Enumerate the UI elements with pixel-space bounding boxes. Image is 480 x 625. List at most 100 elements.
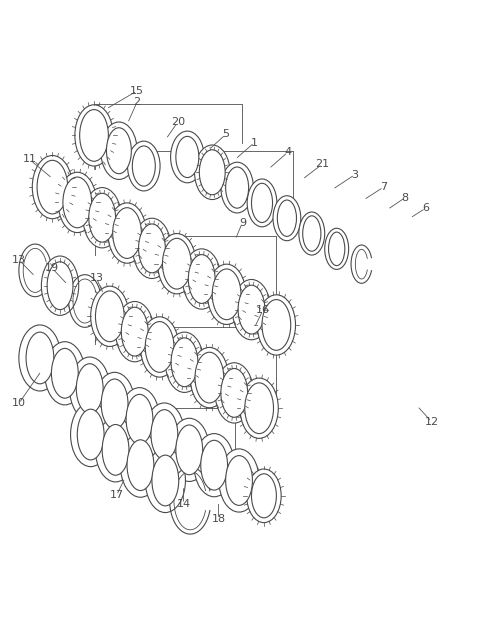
- Ellipse shape: [145, 322, 174, 372]
- Text: 12: 12: [424, 417, 439, 427]
- Text: 7: 7: [380, 182, 387, 192]
- Ellipse shape: [107, 127, 132, 174]
- Ellipse shape: [207, 264, 246, 324]
- Ellipse shape: [127, 440, 154, 491]
- Ellipse shape: [190, 348, 228, 408]
- Text: 19: 19: [45, 264, 60, 274]
- Text: 18: 18: [211, 514, 226, 524]
- Ellipse shape: [41, 256, 79, 316]
- Ellipse shape: [252, 474, 276, 518]
- Ellipse shape: [102, 424, 129, 475]
- Ellipse shape: [144, 403, 184, 466]
- Ellipse shape: [70, 357, 110, 420]
- Text: 21: 21: [315, 159, 329, 169]
- Ellipse shape: [299, 212, 324, 255]
- Ellipse shape: [324, 228, 348, 269]
- Ellipse shape: [157, 234, 196, 294]
- Text: 20: 20: [171, 117, 185, 127]
- Ellipse shape: [75, 105, 113, 166]
- Ellipse shape: [83, 188, 121, 248]
- Ellipse shape: [139, 224, 165, 272]
- Ellipse shape: [303, 216, 321, 251]
- Text: 17: 17: [109, 491, 123, 501]
- Ellipse shape: [212, 269, 241, 319]
- Ellipse shape: [252, 183, 273, 222]
- Text: 13: 13: [12, 255, 26, 265]
- Ellipse shape: [141, 317, 179, 377]
- Ellipse shape: [171, 338, 198, 387]
- Ellipse shape: [19, 325, 61, 391]
- Ellipse shape: [257, 295, 296, 355]
- Ellipse shape: [247, 469, 281, 522]
- Ellipse shape: [328, 232, 345, 266]
- Text: 1: 1: [251, 138, 258, 148]
- Text: 9: 9: [239, 217, 246, 227]
- Ellipse shape: [120, 388, 159, 451]
- Text: 6: 6: [422, 203, 429, 213]
- Ellipse shape: [199, 150, 225, 195]
- Text: 3: 3: [351, 169, 359, 179]
- Ellipse shape: [194, 434, 234, 497]
- Ellipse shape: [277, 200, 297, 236]
- Ellipse shape: [226, 456, 252, 506]
- Ellipse shape: [176, 425, 203, 475]
- Ellipse shape: [240, 378, 278, 438]
- Ellipse shape: [165, 332, 204, 392]
- Ellipse shape: [63, 177, 92, 227]
- Ellipse shape: [101, 379, 128, 429]
- Text: 16: 16: [256, 305, 270, 315]
- Text: 15: 15: [130, 86, 144, 96]
- Text: 2: 2: [133, 97, 141, 107]
- Ellipse shape: [95, 372, 135, 436]
- Text: 13: 13: [89, 273, 103, 283]
- Ellipse shape: [121, 308, 148, 356]
- Ellipse shape: [133, 218, 171, 279]
- Ellipse shape: [194, 145, 230, 199]
- Ellipse shape: [195, 352, 224, 403]
- Text: 11: 11: [23, 154, 36, 164]
- Ellipse shape: [89, 193, 116, 242]
- Ellipse shape: [176, 136, 199, 178]
- Ellipse shape: [76, 364, 103, 414]
- Ellipse shape: [273, 196, 301, 241]
- Ellipse shape: [120, 433, 160, 498]
- Ellipse shape: [221, 162, 253, 213]
- Ellipse shape: [145, 448, 185, 512]
- Ellipse shape: [188, 254, 215, 303]
- Ellipse shape: [108, 203, 146, 263]
- Text: 14: 14: [177, 499, 191, 509]
- Ellipse shape: [71, 402, 111, 467]
- Ellipse shape: [116, 301, 154, 362]
- Ellipse shape: [201, 440, 228, 490]
- Ellipse shape: [96, 418, 136, 482]
- Text: 10: 10: [12, 398, 26, 408]
- Ellipse shape: [132, 146, 156, 186]
- Ellipse shape: [215, 362, 253, 423]
- Ellipse shape: [128, 141, 160, 191]
- Ellipse shape: [47, 262, 73, 309]
- Ellipse shape: [247, 179, 277, 227]
- Text: 5: 5: [222, 129, 229, 139]
- Ellipse shape: [77, 409, 104, 460]
- Ellipse shape: [91, 286, 129, 346]
- Ellipse shape: [219, 449, 259, 512]
- Ellipse shape: [96, 291, 124, 342]
- Text: 4: 4: [284, 147, 291, 157]
- Ellipse shape: [37, 160, 68, 214]
- Ellipse shape: [169, 418, 209, 481]
- Ellipse shape: [32, 156, 72, 219]
- Ellipse shape: [170, 131, 204, 182]
- Ellipse shape: [221, 369, 248, 418]
- Ellipse shape: [238, 285, 265, 334]
- Ellipse shape: [26, 332, 54, 384]
- Ellipse shape: [182, 249, 221, 309]
- Text: 8: 8: [402, 192, 408, 202]
- Ellipse shape: [262, 299, 291, 350]
- Ellipse shape: [232, 279, 271, 340]
- Ellipse shape: [151, 409, 178, 459]
- Ellipse shape: [245, 383, 274, 434]
- Ellipse shape: [152, 455, 179, 506]
- Ellipse shape: [126, 394, 153, 444]
- Ellipse shape: [58, 173, 96, 232]
- Ellipse shape: [113, 208, 142, 258]
